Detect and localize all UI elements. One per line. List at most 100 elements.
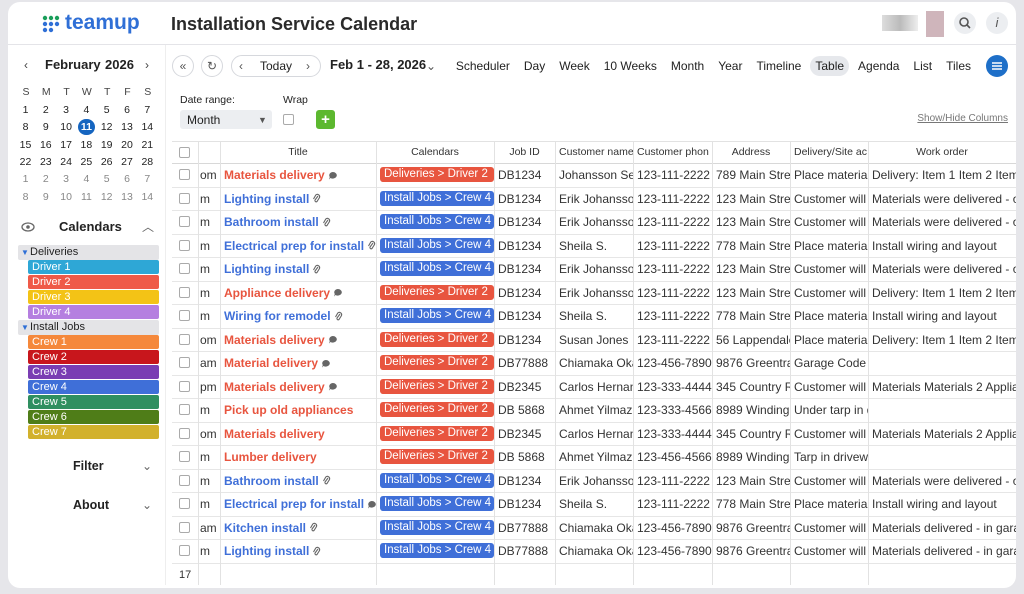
event-title[interactable]: Materials delivery [224,426,325,441]
column-header[interactable]: Customer phon [637,146,709,158]
calendar-pill[interactable]: Install Jobs > Crew 4 [380,519,494,535]
day[interactable]: 9 [42,190,49,203]
column-header[interactable]: Calendars [411,146,459,158]
day[interactable]: 27 [121,155,133,168]
calendar-pill[interactable]: Deliveries > Driver 2 [380,425,494,441]
calendar-pill[interactable]: Deliveries > Driver 2 [380,378,494,394]
section-chevron[interactable]: ⌄ [142,459,153,473]
day[interactable]: 8 [22,121,29,134]
event-title[interactable]: Lighting install [224,191,310,206]
row-checkbox[interactable] [179,286,190,298]
day[interactable]: 3 [63,173,70,186]
day[interactable]: 22 [19,155,32,168]
column-header[interactable]: Work order [916,146,968,158]
group-toggle[interactable]: ▼ [21,323,29,332]
day[interactable]: 11 [80,190,92,203]
event-title[interactable]: Materials delivery [224,168,325,182]
calendar-item[interactable]: Driver 4 [28,305,159,319]
day[interactable]: 1 [22,173,29,186]
day[interactable]: 14 [141,190,154,203]
day[interactable]: 10 [60,121,72,134]
column-header[interactable]: Customer name [559,146,633,158]
event-title[interactable]: Materials delivery [224,332,325,347]
calendar-pill[interactable]: Install Jobs > Crew 4 [380,496,494,511]
day[interactable]: 14 [141,121,154,134]
event-title[interactable]: Bathroom install [224,215,319,229]
calendar-pill[interactable]: Deliveries > Driver 2 [380,402,494,417]
prev-button[interactable]: ‹ [239,59,243,73]
view-tab[interactable]: Timeline [756,59,802,73]
event-title[interactable]: Bathroom install [224,473,319,488]
next-button[interactable]: › [306,59,310,73]
calendar-pill[interactable]: Install Jobs > Crew 4 [380,543,494,558]
calendar-pill[interactable]: Install Jobs > Crew 4 [380,214,494,229]
calendar-pill[interactable]: Deliveries > Driver 2 [380,449,494,464]
row-checkbox[interactable] [179,380,190,392]
collapse-sidebar[interactable]: « [172,55,194,77]
logo[interactable]: teamup [65,11,140,34]
today-button[interactable]: Today [260,59,293,73]
range-chevron[interactable]: ⌄ [426,59,437,73]
day[interactable]: 4 [83,104,90,116]
day[interactable]: 6 [124,173,130,186]
row-checkbox[interactable] [179,263,190,274]
event-title[interactable]: Lighting install [224,544,310,558]
view-tab[interactable]: Year [718,59,743,73]
event-title[interactable]: Kitchen install [224,520,307,535]
day[interactable]: 13 [121,121,133,134]
column-header[interactable]: Delivery/Site ac [794,146,867,158]
event-title[interactable]: Electrical prep for install [224,238,365,253]
view-tab[interactable]: Scheduler [455,59,510,73]
view-tab-active[interactable]: Table [810,56,850,76]
calendar-group[interactable] [18,320,159,335]
calendar-group[interactable] [18,245,159,260]
day[interactable]: 10 [60,190,72,203]
view-tab[interactable]: Tiles [946,59,971,73]
calendar-pill[interactable]: Deliveries > Driver 2 [380,355,494,370]
view-tab[interactable]: Day [523,59,546,73]
add-event-button[interactable]: + [316,110,335,129]
day[interactable]: 6 [124,104,130,116]
calendar-item[interactable]: Crew 3 [28,365,159,379]
sidebar-section[interactable]: Filter [73,459,104,473]
calendar-pill[interactable]: Install Jobs > Crew 4 [380,261,494,276]
day[interactable]: 5 [103,173,110,186]
date-range-value[interactable]: Month [187,113,221,127]
row-checkbox[interactable] [179,498,190,509]
row-checkbox[interactable] [179,451,190,462]
row-checkbox[interactable] [179,239,190,251]
calendar-pill[interactable]: Deliveries > Driver 2 [380,331,494,347]
collapse-icon[interactable]: ︿ [142,220,155,234]
calendar-pill[interactable]: Deliveries > Driver 2 [380,284,494,300]
row-checkbox[interactable] [179,427,190,439]
prev-month[interactable]: ‹ [24,58,28,72]
row-checkbox[interactable] [179,357,190,368]
day[interactable]: 12 [100,190,113,203]
menu-button[interactable] [986,55,1008,77]
row-checkbox[interactable] [179,310,190,321]
view-tab[interactable]: 10 Weeks [603,59,657,73]
day[interactable]: 24 [60,155,72,168]
group-name[interactable]: Deliveries [30,246,79,258]
day[interactable]: 13 [121,190,133,203]
day[interactable]: 21 [141,138,154,151]
row-checkbox[interactable] [179,333,190,345]
event-title[interactable]: Lumber delivery [224,450,317,464]
search-button[interactable] [954,12,976,34]
day[interactable]: 18 [80,138,93,151]
row-checkbox[interactable] [179,404,190,415]
event-title[interactable]: Materials delivery [224,379,325,394]
day[interactable]: 26 [100,155,113,168]
view-tab[interactable]: Month [670,59,705,73]
calendar-item[interactable]: Driver 3 [28,290,159,304]
day[interactable]: 15 [19,138,32,151]
section-chevron[interactable]: ⌄ [142,498,153,512]
calendar-item[interactable]: Crew 7 [28,425,159,439]
day[interactable]: 2 [42,104,49,116]
calendar-item[interactable]: Crew 6 [28,410,159,424]
calendar-pill[interactable]: Install Jobs > Crew 4 [380,472,494,488]
refresh-button[interactable]: ↻ [201,55,223,77]
calendar-pill[interactable]: Install Jobs > Crew 4 [380,237,494,253]
calendar-item[interactable]: Crew 4 [28,380,159,394]
day[interactable]: 28 [141,155,154,168]
